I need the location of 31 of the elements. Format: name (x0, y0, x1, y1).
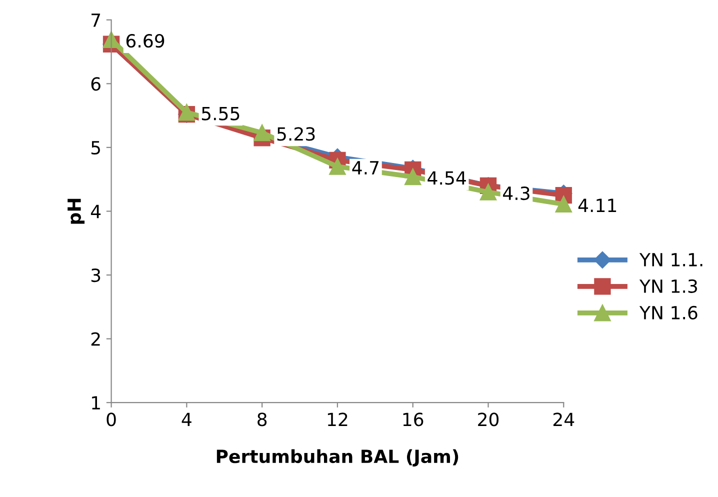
x-tick-label: 20 (478, 412, 499, 426)
legend-label: YN 1.1. (639, 253, 702, 266)
y-tick-label: 3 (91, 268, 100, 282)
data-label: 4.3 (503, 186, 530, 200)
data-label: 5.55 (202, 106, 240, 120)
y-axis-title: pH (68, 198, 85, 224)
x-axis-title: Pertumbuhan BAL (Jam) (216, 449, 458, 467)
data-label: 6.69 (126, 34, 164, 48)
point (404, 168, 422, 186)
data-label: 4.11 (578, 198, 616, 212)
data-label: 4.7 (352, 161, 379, 174)
point (329, 158, 346, 175)
x-tick-label: 12 (328, 412, 348, 426)
y-tick-label: 7 (92, 14, 100, 27)
point (555, 196, 572, 213)
legend-label: YN 1.6 (639, 306, 698, 320)
x-tick-label: 8 (258, 412, 267, 426)
legend-label: YN 1.3 (639, 279, 698, 293)
x-tick-label: 0 (106, 412, 116, 426)
x-tick-label: 4 (182, 412, 192, 426)
y-tick-label: 5 (91, 141, 100, 155)
y-tick-label: 1 (92, 396, 100, 410)
point (254, 124, 270, 142)
data-label: 4.54 (428, 171, 466, 185)
y-tick-label: 6 (91, 77, 100, 91)
x-tick-label: 24 (553, 412, 574, 426)
data-label: 5.23 (277, 127, 315, 141)
point (480, 184, 497, 200)
y-tick-label: 2 (91, 332, 100, 346)
x-tick-label: 16 (403, 412, 424, 426)
y-tick-label: 4 (90, 204, 101, 218)
